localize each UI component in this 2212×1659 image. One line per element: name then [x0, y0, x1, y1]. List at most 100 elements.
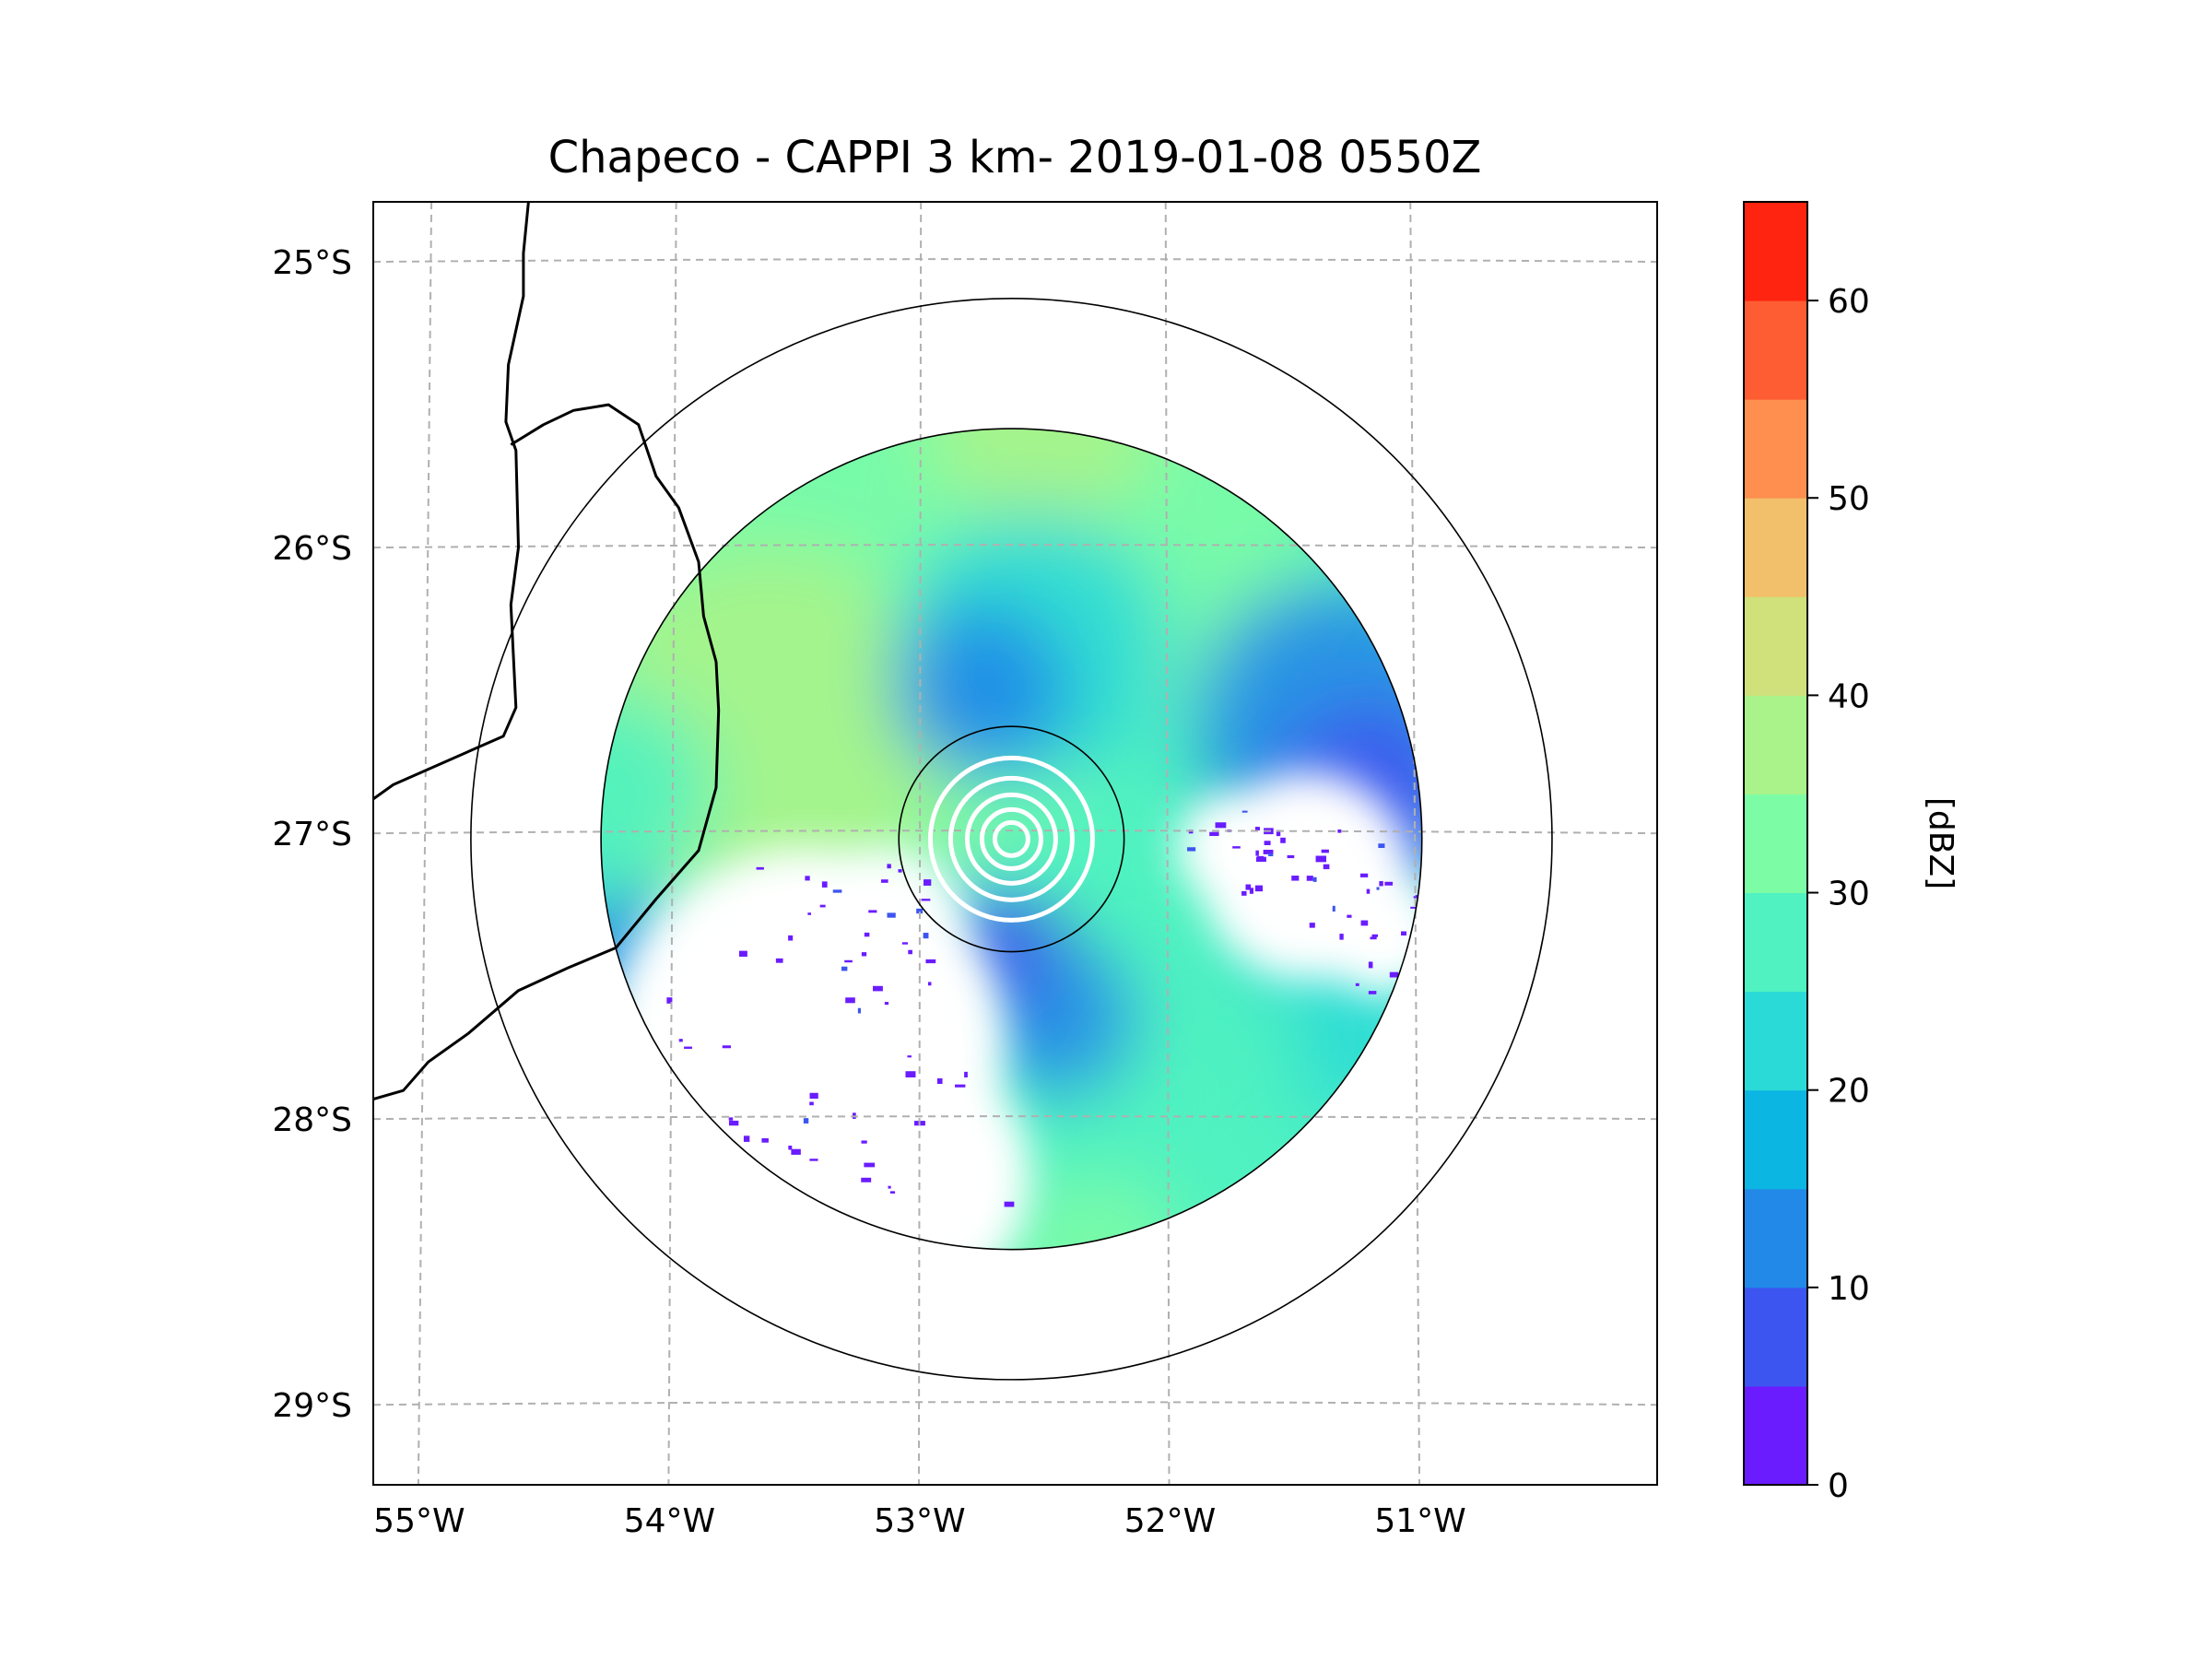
echo-speckle: [728, 1120, 739, 1126]
echo-speckle: [925, 959, 936, 964]
longitude-tick-labels: 55°W 54°W 53°W 52°W 51°W: [373, 1502, 1466, 1540]
echo-speckle: [1366, 888, 1371, 894]
colorbar-tick-label: 30: [1828, 876, 1870, 913]
colorbar-tick-label: 40: [1828, 677, 1870, 715]
latitude-tick-label: 25°S: [272, 244, 352, 282]
colorbar-block: [1744, 300, 1807, 400]
echo-speckle: [923, 879, 932, 886]
range-rings: [470, 298, 1553, 1381]
colorbar: 0 10 20 30 40 50 60 [dBZ]: [1743, 201, 1959, 1505]
echo-speckle: [807, 912, 812, 915]
echo-speckle: [1280, 837, 1286, 843]
no-echo-area: [794, 845, 970, 1021]
latitude-tick-label: 26°S: [272, 530, 352, 568]
echo-speckle: [775, 958, 783, 963]
country-border: [373, 403, 721, 1100]
echo-speckle: [1254, 885, 1264, 892]
range-ring: [898, 725, 1125, 953]
echo-speckle: [1309, 923, 1315, 928]
echo-speckle: [1255, 850, 1259, 856]
longitude-tick-label: 51°W: [1374, 1502, 1465, 1540]
longitude-tick-label: 55°W: [373, 1502, 465, 1540]
longitude-tick-label: 54°W: [624, 1502, 715, 1540]
colorbar-tick-label: 20: [1828, 1073, 1870, 1111]
chart-title: Chapeco - CAPPI 3 km- 2019-01-08 0550Z: [548, 132, 1482, 183]
reflectivity-region: [893, 603, 1069, 779]
echo-speckle: [1255, 856, 1266, 862]
echo-speckle: [1306, 876, 1313, 881]
echo-speckle: [1276, 830, 1281, 837]
echo-speckle: [861, 1140, 867, 1144]
echo-speckle: [1370, 936, 1377, 940]
echo-speckle: [756, 866, 764, 870]
echo-speckle: [861, 1177, 872, 1182]
echo-speckle: [788, 1146, 793, 1150]
echo-speckle: [889, 1191, 896, 1194]
echo-speckle: [887, 864, 891, 869]
latitude-tick-label: 29°S: [272, 1387, 352, 1425]
clutter-ring: [992, 819, 1030, 858]
country-border: [373, 202, 530, 801]
colorbar-block: [1744, 794, 1807, 894]
colorbar-tick-label: 0: [1828, 1467, 1849, 1505]
echo-speckle: [841, 966, 848, 971]
echo-speckle: [908, 949, 912, 955]
echo-speckle: [1378, 843, 1385, 849]
echo-speckle: [1347, 914, 1352, 918]
echo-speckle: [864, 1162, 876, 1168]
echo-speckle: [887, 912, 896, 918]
echo-speckle: [881, 879, 888, 883]
echo-speckle: [821, 881, 828, 888]
latitude-tick-labels: 25°S 26°S 27°S 28°S 29°S: [272, 244, 352, 1425]
echo-speckle: [678, 1039, 683, 1042]
echo-speckle: [845, 997, 855, 1004]
echo-speckle: [1384, 881, 1394, 886]
echo-speckle: [761, 1138, 769, 1143]
echo-speckle: [1368, 991, 1377, 994]
no-echo-area: [1176, 792, 1288, 903]
echo-speckle: [1410, 906, 1417, 909]
echo-speckle: [1371, 934, 1379, 937]
reflectivity-region: [931, 429, 1157, 532]
echo-speckle: [809, 1159, 818, 1161]
echo-speckle: [868, 910, 877, 913]
echo-speckle: [1215, 822, 1227, 829]
clutter-ring: [947, 775, 1075, 902]
echo-speckle: [728, 1117, 734, 1121]
echo-speckle: [1337, 829, 1342, 833]
political-borders: [373, 202, 721, 1100]
echo-speckle: [873, 985, 883, 992]
colorbar-block: [1744, 1188, 1807, 1288]
clutter-ring: [979, 806, 1043, 871]
longitude-tick-label: 52°W: [1124, 1502, 1216, 1540]
colorbar-block: [1744, 695, 1807, 794]
echo-speckle: [1360, 920, 1369, 926]
echo-speckle: [864, 932, 870, 937]
echo-speckle: [1187, 847, 1196, 852]
echo-speckle: [955, 1084, 966, 1088]
echo-speckle: [1321, 849, 1329, 853]
echo-speckle: [921, 899, 931, 901]
echo-speckle: [1232, 846, 1241, 849]
colorbar-block: [1744, 1287, 1807, 1387]
colorbar-frame: [1743, 201, 1808, 1486]
colorbar-tick-label: 50: [1828, 480, 1870, 518]
latitude-tick-label: 28°S: [272, 1101, 352, 1139]
range-ring: [600, 428, 1423, 1251]
echo-speckle: [1245, 884, 1252, 890]
colorbar-tick-label: 10: [1828, 1270, 1870, 1308]
reflectivity-region: [601, 695, 714, 886]
echo-speckle: [1004, 1201, 1015, 1207]
echo-speckle: [936, 1078, 943, 1085]
echo-speckle: [819, 904, 826, 908]
echo-speckle: [916, 908, 924, 914]
range-ring: [470, 298, 1553, 1381]
echo-speckle: [1379, 881, 1383, 887]
echo-speckle: [791, 1148, 801, 1155]
echo-speckle: [666, 997, 673, 1004]
clutter-ring: [964, 792, 1058, 886]
echo-speckle: [1287, 854, 1295, 859]
echo-speckle: [907, 1055, 912, 1058]
echo-speckle: [832, 889, 842, 893]
